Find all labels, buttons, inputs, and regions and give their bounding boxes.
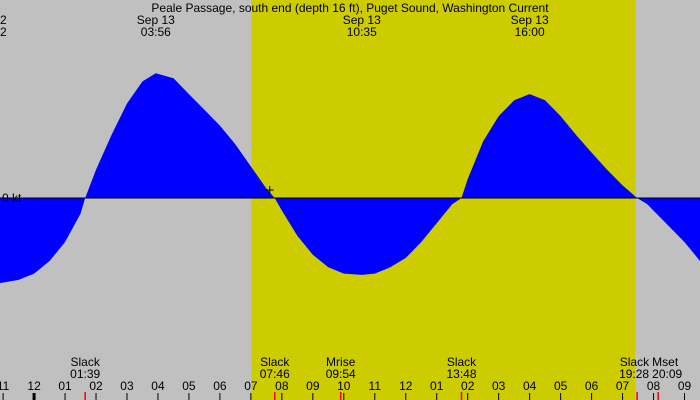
bottom-event-time: 09:54 (326, 367, 356, 381)
hour-tick-label: 02 (89, 379, 103, 393)
bottom-event-time: 01:39 (70, 367, 100, 381)
hour-tick-label: 06 (213, 379, 227, 393)
hour-tick-label: 11 (369, 379, 382, 393)
bottom-events: Slack01:39Slack07:46Mrise09:54Slack13:48… (70, 355, 683, 400)
top-event-date: Sep 13 (511, 13, 549, 27)
top-event-date: Sep 13 (137, 13, 175, 27)
current-areas (0, 73, 700, 284)
top-event-time: 16:00 (515, 25, 545, 39)
hour-tick-label: 12 (399, 379, 413, 393)
hour-tick-label: 05 (182, 379, 196, 393)
bottom-event-label: Mset (652, 355, 679, 369)
left-edge-label: 2 (0, 13, 7, 27)
hour-tick-label: 02 (461, 379, 475, 393)
hour-tick-label: 07 (244, 379, 258, 393)
top-event-time: 10:35 (347, 25, 377, 39)
hour-tick-label: 07 (616, 379, 630, 393)
bottom-event-label: Slack (260, 355, 290, 369)
bottom-event-label: Slack (447, 355, 477, 369)
hour-tick-label: 12 (27, 379, 41, 393)
hour-tick-label: 01 (430, 379, 444, 393)
hour-tick-label: 08 (275, 379, 289, 393)
bottom-event-label: Mrise (326, 355, 356, 369)
flood-area (0, 73, 700, 284)
bottom-event-time: 07:46 (260, 367, 290, 381)
bottom-event-label: Slack (71, 355, 101, 369)
bottom-event-time: 19:28 (619, 367, 649, 381)
chart-title: Peale Passage, south end (depth 16 ft), … (151, 1, 549, 15)
hour-tick-label: 09 (306, 379, 320, 393)
hour-tick-label: 04 (523, 379, 537, 393)
hour-tick-label: 10 (337, 379, 351, 393)
bottom-event-time: 13:48 (446, 367, 476, 381)
crosshair-marker (265, 186, 274, 194)
hour-tick-label: 11 (0, 379, 10, 393)
left-edge-label: 2 (0, 25, 7, 39)
top-event-time: 03:56 (141, 25, 171, 39)
hour-tick-label: 08 (647, 379, 661, 393)
zero-label: 0 kt (2, 191, 22, 205)
hour-tick-label: 09 (678, 379, 692, 393)
hour-tick-label: 01 (58, 379, 72, 393)
top-event-date: Sep 13 (343, 13, 381, 27)
hour-axis: 11 12 01 02 03 04 05 06 07 08 09 10 11 12 01 02 03 04 05 06… (0, 379, 692, 400)
bottom-event-label: Slack (620, 355, 650, 369)
hour-tick-label: 03 (492, 379, 506, 393)
hour-tick-label: 03 (120, 379, 134, 393)
hour-tick-label: 04 (151, 379, 165, 393)
bottom-event-time: 20:09 (652, 367, 682, 381)
hour-tick-label: 06 (585, 379, 599, 393)
hour-tick-label: 05 (554, 379, 568, 393)
